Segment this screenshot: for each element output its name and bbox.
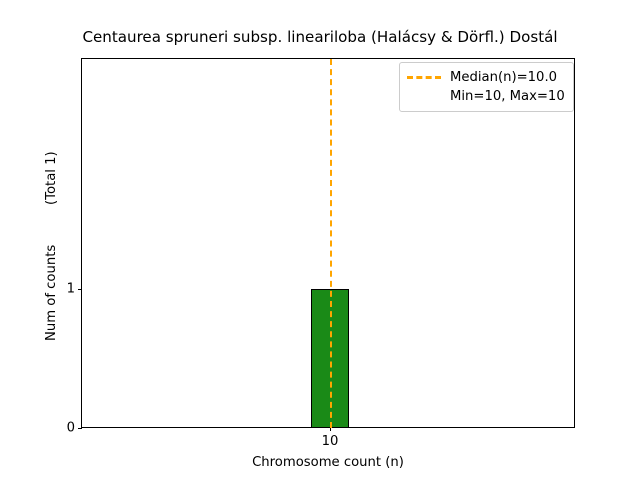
x-ticklabel-10: 10 [321,434,339,449]
x-axis-label: Chromosome count (n) [252,455,404,470]
y-axis-label: Num of counts [44,244,59,341]
y-ticklabel-1: 1 [66,281,75,297]
dashed-line-icon [407,76,441,79]
y-tick-1 [78,289,82,290]
y-ticklabel-0: 0 [66,420,75,436]
x-tick-10 [330,427,331,431]
y-tick-0 [78,428,82,429]
legend-label-median: Median(n)=10.0 [450,70,558,85]
chart-title: Centaurea spruneri subsp. lineariloba (H… [82,28,558,46]
legend-item-minmax: Min=10, Max=10 [407,87,565,106]
y-axis-total-label: (Total 1) [44,151,59,205]
legend: Median(n)=10.0 Min=10, Max=10 [399,62,574,112]
median-line [330,59,332,428]
legend-label-minmax: Min=10, Max=10 [450,89,565,104]
plot-area: 1 0 10 [67,58,575,449]
legend-item-median: Median(n)=10.0 [407,68,565,87]
